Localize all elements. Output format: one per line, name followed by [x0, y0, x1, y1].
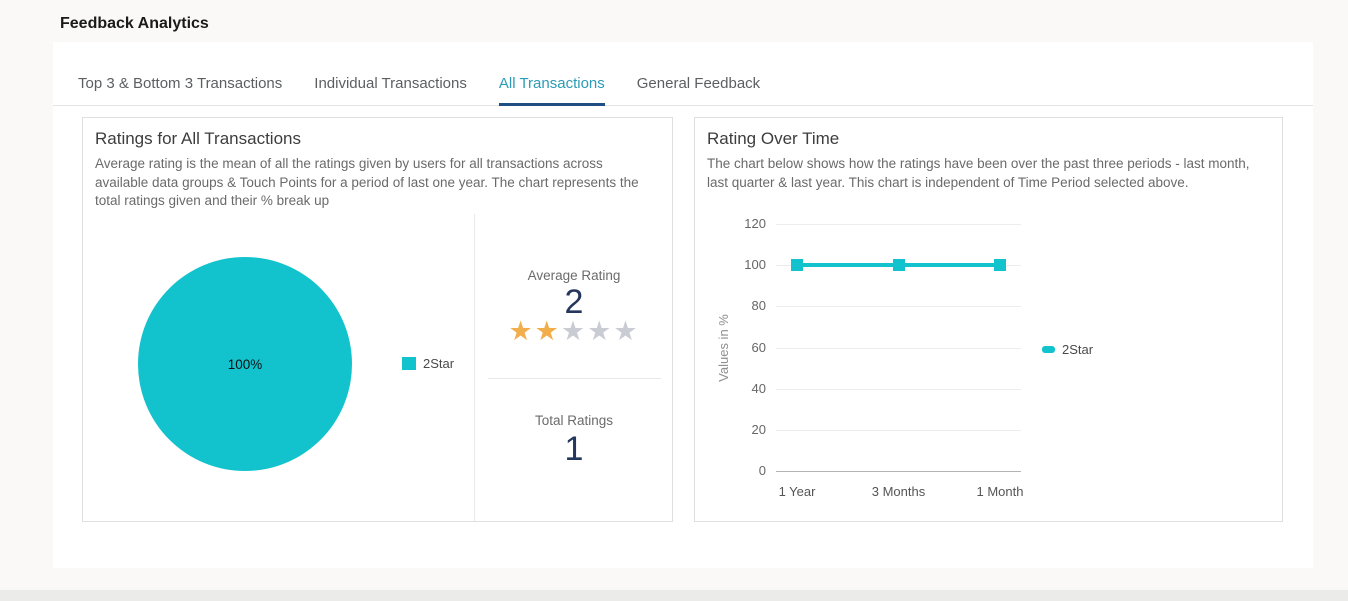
- gridline: [776, 224, 1021, 225]
- line-legend-item-2star[interactable]: 2Star: [1042, 342, 1093, 357]
- card-description: The chart below shows how the ratings ha…: [707, 156, 1250, 190]
- total-ratings-value: 1: [564, 430, 584, 468]
- card-description: Average rating is the mean of all the ra…: [95, 156, 639, 208]
- average-rating-label: Average Rating: [527, 268, 621, 283]
- pie-data-label: 100%: [227, 356, 263, 372]
- card-title: Ratings for All Transactions: [95, 129, 301, 148]
- line-chart: Values in % 120 100 80 60 40 20 0 1 Year 3 Month…: [695, 118, 1282, 521]
- page-title: Feedback Analytics: [60, 15, 209, 32]
- star-empty-icon: ★: [587, 316, 614, 346]
- tab-all-transactions[interactable]: All Transactions: [498, 75, 605, 106]
- y-tick-label: 0: [758, 463, 766, 478]
- legend-label: 2Star: [423, 356, 455, 371]
- pie-chart[interactable]: 100%: [138, 257, 352, 471]
- star-filled-icon: ★: [534, 316, 561, 346]
- legend-label: 2Star: [1062, 342, 1094, 357]
- star-empty-icon: ★: [613, 316, 640, 346]
- vertical-divider: [474, 214, 475, 521]
- main-panel: Top 3 & Bottom 3 Transactions Individual …: [53, 42, 1313, 568]
- pie-legend-item-2star[interactable]: 2Star: [402, 356, 454, 371]
- total-ratings-label: Total Ratings: [534, 413, 614, 428]
- y-tick-label: 20: [751, 421, 766, 437]
- star-rating-icons: ★★★★★: [475, 316, 673, 346]
- card-rating-over-time: Rating Over Time The chart below shows h…: [694, 117, 1283, 522]
- gridline: [776, 347, 1021, 349]
- tab-bar: Top 3 & Bottom 3 Transactions Individual …: [53, 42, 1313, 106]
- data-point-marker[interactable]: [892, 259, 905, 272]
- x-tick-label: 3 Months: [871, 484, 926, 499]
- y-tick-label: 120: [744, 216, 766, 231]
- stats-column: Average Rating 2 ★★★★★ Total Ratings 1: [475, 118, 673, 523]
- gridline: [776, 306, 1021, 308]
- card-ratings-all-transactions: Ratings for All Transactions Average rat…: [82, 117, 673, 522]
- data-point-marker[interactable]: [994, 259, 1006, 272]
- star-empty-icon: ★: [560, 316, 588, 346]
- y-tick-label: 100: [744, 257, 766, 273]
- page-bottom-strip: [0, 590, 1348, 601]
- legend-marker-icon: [1042, 346, 1055, 353]
- y-tick-label: 40: [751, 380, 766, 396]
- tab-general-feedback[interactable]: General Feedback: [636, 75, 761, 92]
- star-filled-icon: ★: [508, 316, 535, 346]
- tab-individual-transactions[interactable]: Individual Transactions: [314, 75, 467, 92]
- x-tick-label: 1 Month: [976, 484, 1024, 499]
- legend-swatch-icon: [402, 357, 416, 370]
- gridline: [776, 388, 1021, 390]
- gridline: [776, 429, 1021, 431]
- x-axis-line: [776, 471, 1021, 472]
- horizontal-divider: [488, 378, 661, 379]
- y-tick-label: 80: [751, 298, 766, 314]
- data-point-marker[interactable]: [791, 259, 803, 272]
- card-title: Rating Over Time: [707, 129, 840, 148]
- y-tick-label: 60: [751, 339, 766, 355]
- average-rating-value: 2: [564, 283, 584, 321]
- tab-top-3-bottom-3-transactions[interactable]: Top 3 & Bottom 3 Transactions: [78, 75, 283, 92]
- x-tick-label: 1 Year: [778, 484, 816, 499]
